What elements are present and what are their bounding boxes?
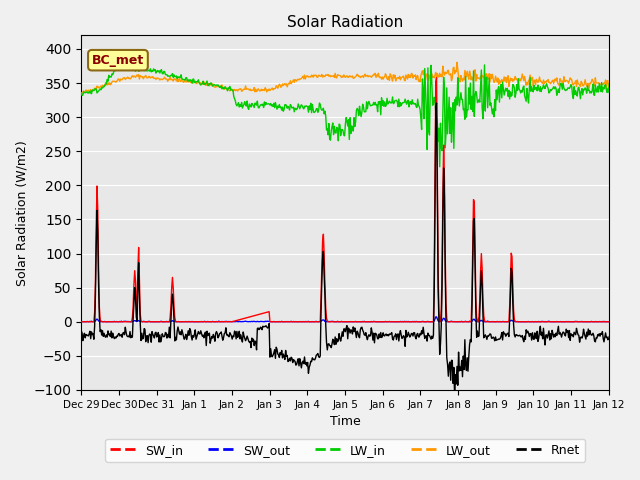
Y-axis label: Solar Radiation (W/m2): Solar Radiation (W/m2) [15,140,28,286]
X-axis label: Time: Time [330,415,360,428]
Title: Solar Radiation: Solar Radiation [287,15,403,30]
Text: BC_met: BC_met [92,54,144,67]
Legend: SW_in, SW_out, LW_in, LW_out, Rnet: SW_in, SW_out, LW_in, LW_out, Rnet [105,439,585,462]
